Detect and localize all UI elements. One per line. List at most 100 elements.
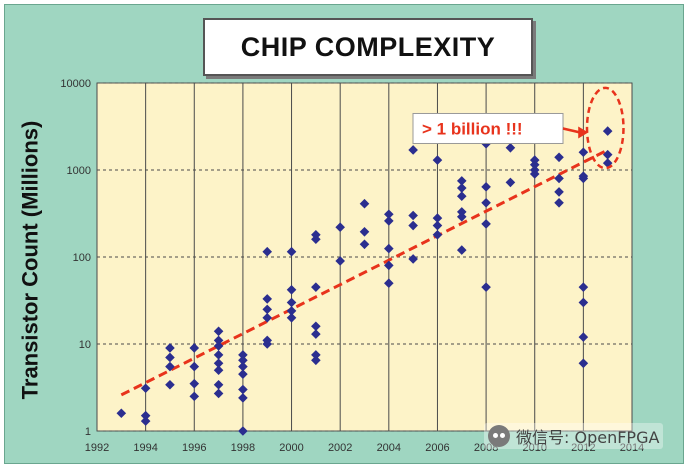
data-point <box>384 243 394 254</box>
data-point <box>481 197 491 208</box>
data-point <box>481 182 491 192</box>
annotation-arrow-line <box>562 127 581 134</box>
data-point <box>238 350 248 360</box>
data-point <box>286 246 297 257</box>
data-point <box>408 254 418 264</box>
data-point <box>262 294 273 304</box>
data-point <box>213 379 224 390</box>
data-point <box>335 222 345 233</box>
data-point <box>213 358 224 369</box>
data-point <box>311 329 321 339</box>
data-point <box>165 343 175 353</box>
data-point <box>311 321 321 332</box>
data-point <box>481 282 491 292</box>
data-point <box>165 361 175 372</box>
data-point <box>456 207 467 217</box>
y-tick-label: 10 <box>79 339 91 351</box>
data-point <box>311 282 321 292</box>
data-point <box>213 341 224 351</box>
data-point <box>238 384 248 395</box>
data-point <box>505 142 516 153</box>
data-point <box>529 165 540 175</box>
x-tick-label: 1992 <box>85 442 109 454</box>
data-point <box>262 335 273 346</box>
data-point <box>432 213 443 223</box>
x-tick-label: 1996 <box>182 442 206 454</box>
data-point <box>578 282 589 292</box>
data-point <box>140 410 151 421</box>
data-point <box>456 211 467 222</box>
data-point <box>384 216 394 226</box>
data-point <box>578 297 589 308</box>
y-tick-label: 1 <box>85 426 91 438</box>
trend-line-group <box>120 148 609 397</box>
wechat-icon <box>488 425 510 447</box>
data-point <box>286 284 297 295</box>
data-point <box>189 378 200 389</box>
y-axis-label: Transistor Count (Millions) <box>17 120 43 400</box>
data-point <box>602 126 613 136</box>
data-point <box>578 147 589 158</box>
highlight-ellipse <box>585 86 625 170</box>
data-point <box>311 229 321 240</box>
x-tick-label: 2014 <box>620 442 644 454</box>
y-tick-label: 1000 <box>67 165 91 177</box>
x-tick-label: 2010 <box>522 442 546 454</box>
x-tick-label: 2000 <box>279 442 303 454</box>
data-point <box>262 304 273 315</box>
data-point <box>408 210 418 221</box>
data-point <box>578 332 589 342</box>
y-axis-label-wrap: Transistor Count (Millions) <box>6 80 54 440</box>
data-point <box>238 426 248 436</box>
trend-line <box>120 148 609 397</box>
data-point <box>529 155 540 165</box>
data-point <box>456 183 467 193</box>
data-point <box>213 350 224 360</box>
data-point <box>286 306 297 316</box>
data-point <box>165 352 175 363</box>
data-point <box>311 350 321 360</box>
data-point <box>384 260 394 271</box>
data-point <box>359 198 370 209</box>
x-tick-label: 2002 <box>328 442 352 454</box>
data-point <box>578 358 589 369</box>
data-point <box>116 408 127 419</box>
data-point <box>359 226 370 237</box>
data-point <box>602 149 613 160</box>
data-point <box>238 393 248 403</box>
x-tick-label: 2004 <box>377 442 401 454</box>
annotation-box <box>412 112 564 144</box>
y-tick-label: 10000 <box>60 78 91 90</box>
data-point <box>311 355 321 366</box>
data-point <box>554 173 564 184</box>
data-point <box>238 355 248 366</box>
y-tick-label: 100 <box>73 252 91 264</box>
y-axis-ticks: 1 10 100 1000 10000 <box>60 78 91 438</box>
data-point <box>432 155 443 165</box>
data-points <box>116 122 613 436</box>
data-point <box>408 145 418 155</box>
data-point <box>262 246 273 257</box>
data-point <box>213 335 224 346</box>
x-tick-label: 2006 <box>425 442 449 454</box>
data-point <box>505 177 516 188</box>
data-point <box>213 365 224 375</box>
data-point <box>286 313 297 323</box>
annotation-text: > 1 billion !!! <box>422 119 523 138</box>
data-point <box>140 416 151 426</box>
data-point <box>578 171 589 181</box>
data-point <box>456 191 467 201</box>
data-point <box>554 152 564 163</box>
data-point <box>384 278 394 288</box>
data-point <box>432 229 443 240</box>
data-point <box>189 343 200 353</box>
data-point <box>554 187 564 197</box>
data-point <box>432 220 443 231</box>
data-point <box>481 219 491 229</box>
data-point <box>408 220 418 231</box>
data-point <box>140 383 151 394</box>
x-axis-ticks: 1992 1994 1996 1998 2000 2002 2004 2006 2008 2010… <box>85 442 644 454</box>
data-point <box>262 313 273 323</box>
data-point <box>189 361 200 372</box>
